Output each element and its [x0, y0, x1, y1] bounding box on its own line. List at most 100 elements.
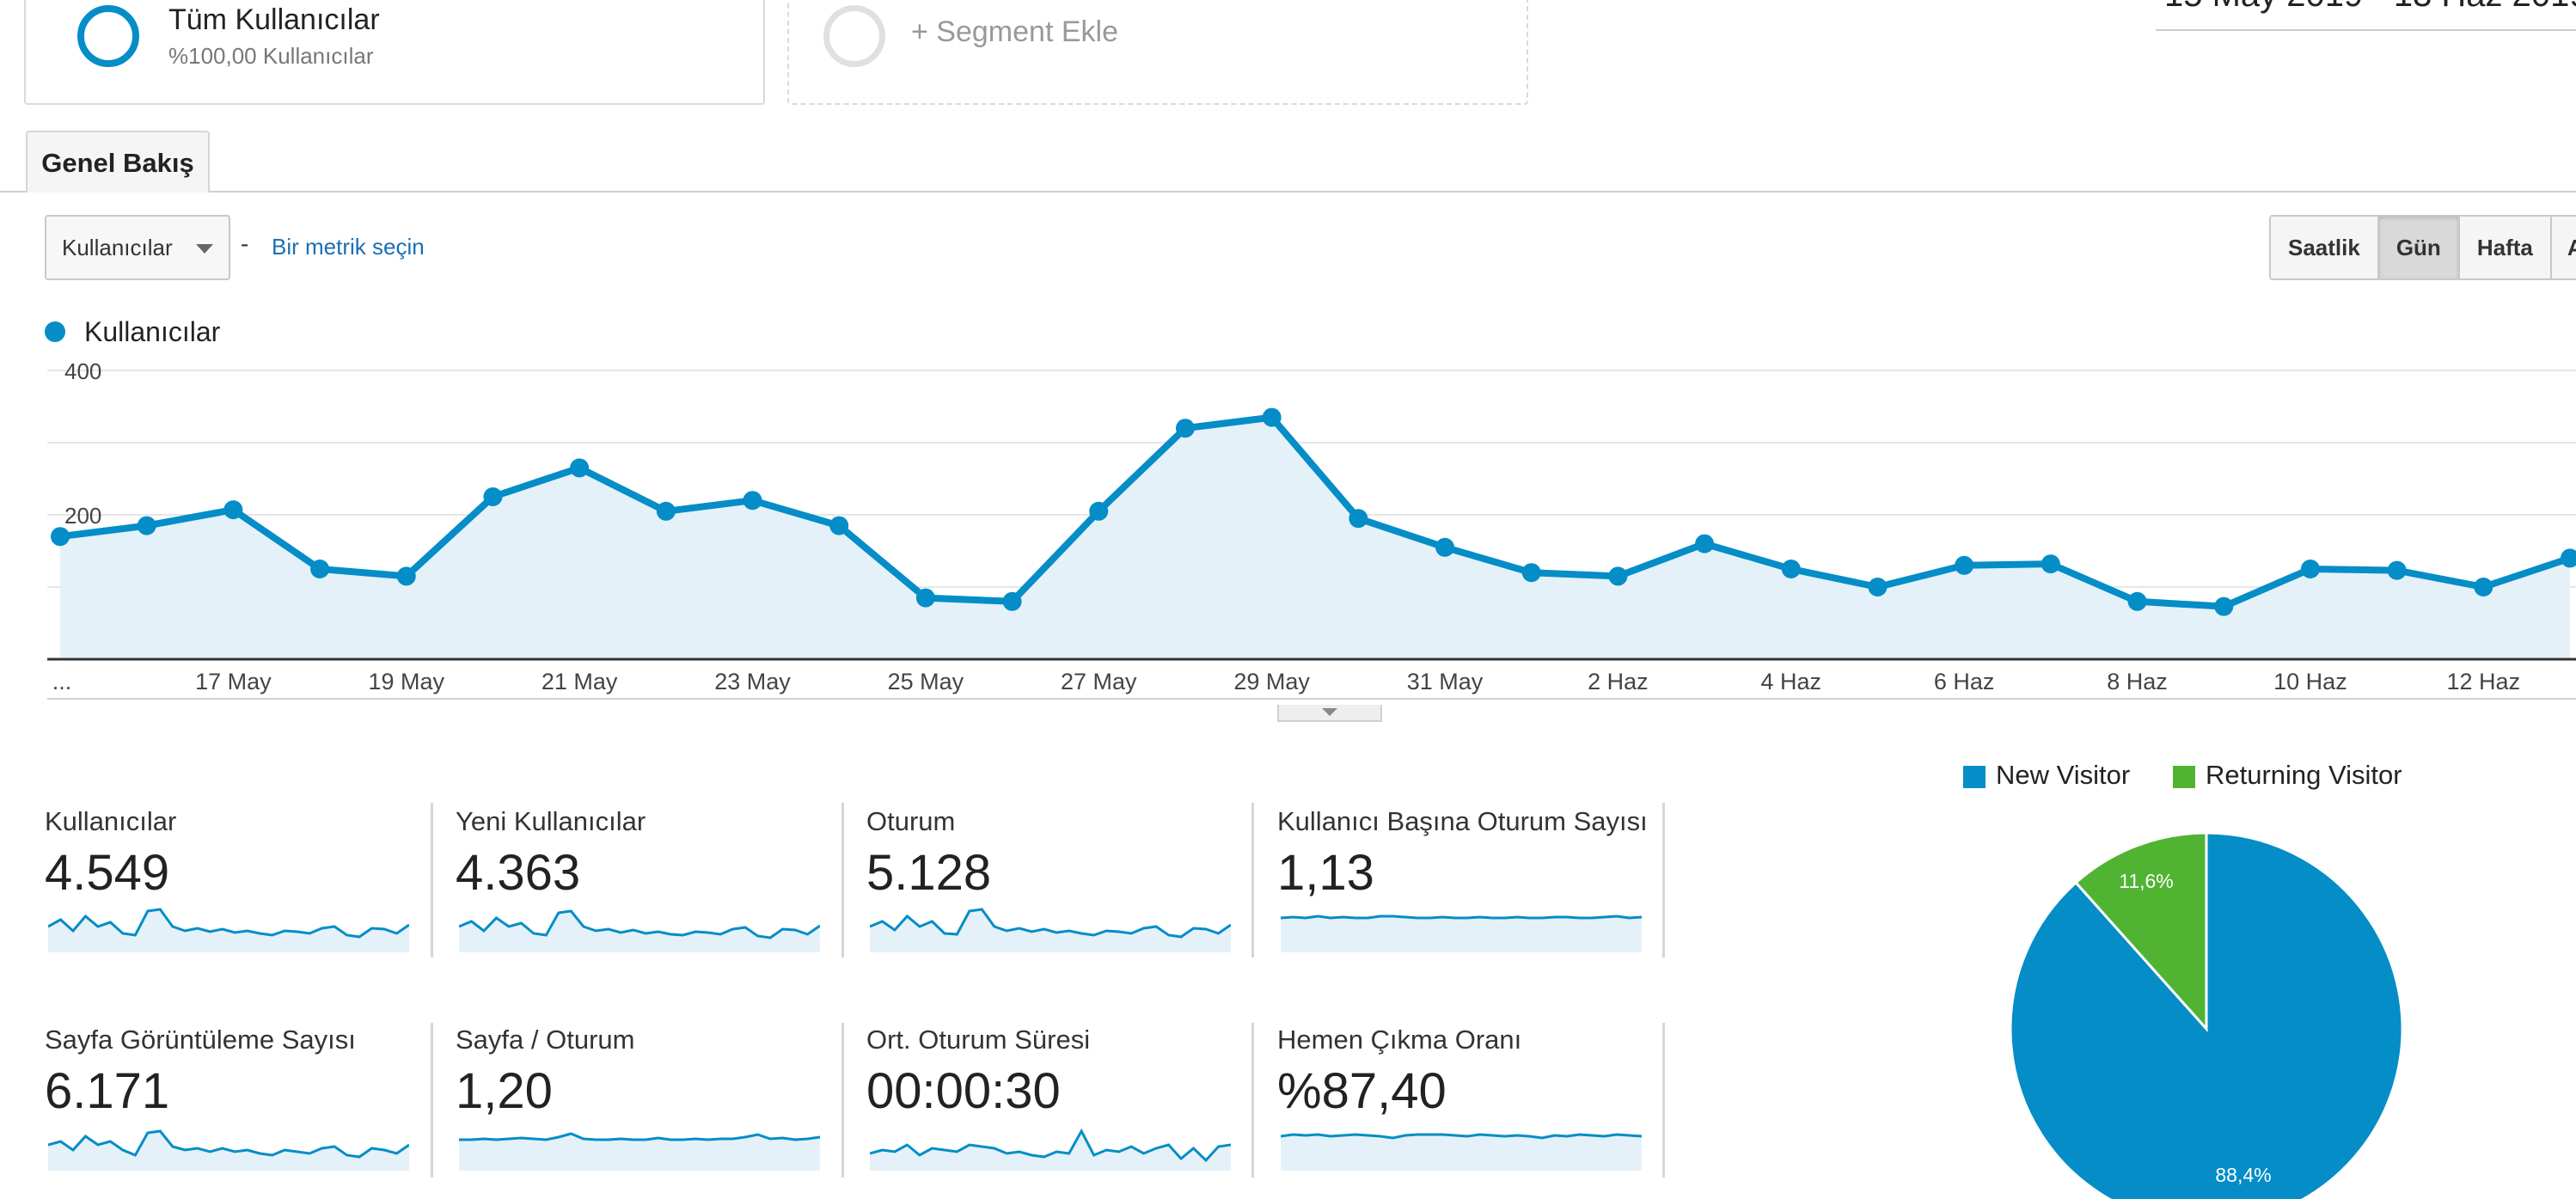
segment-card-all-users[interactable]: Tüm Kullanıcılar %100,00 Kullanıcılar	[24, 0, 765, 105]
data-point[interactable]	[1002, 591, 1022, 611]
metric-value: 00:00:30	[866, 1063, 1061, 1119]
data-point[interactable]	[1868, 578, 1888, 596]
data-point[interactable]	[2127, 591, 2147, 611]
data-point[interactable]	[1175, 419, 1195, 438]
metric-separator-line	[1251, 803, 1254, 957]
tab-bar-divider	[0, 191, 2576, 193]
x-tick-label: 10 Haz	[2273, 669, 2347, 694]
data-point[interactable]	[1435, 537, 1455, 557]
data-point[interactable]	[1781, 560, 1801, 578]
pie-slice-new-visitor[interactable]	[2009, 831, 2404, 1199]
data-point[interactable]	[137, 516, 156, 535]
metric-separator-line	[1662, 803, 1665, 957]
metric-separator-line	[841, 803, 844, 957]
add-segment-label: + Segment Ekle	[911, 15, 1118, 48]
series-area	[60, 417, 2570, 659]
legend-new-visitor-swatch	[1963, 766, 1986, 788]
data-point[interactable]	[2300, 560, 2320, 578]
metric-separator-line	[431, 1023, 433, 1178]
segment-subtitle: %100,00 Kullanıcılar	[168, 43, 374, 69]
data-point[interactable]	[2214, 596, 2234, 616]
data-point[interactable]	[2041, 554, 2060, 574]
data-point[interactable]	[1262, 407, 1282, 427]
data-point[interactable]	[1955, 555, 1974, 575]
choose-metric-link[interactable]: Bir metrik seçin	[272, 234, 425, 260]
metric-card[interactable]: Sayfa Görüntüleme Sayısı 6.171	[45, 1025, 431, 1188]
metric-sparkline	[459, 909, 820, 952]
add-segment-card[interactable]: + Segment Ekle	[787, 0, 1528, 105]
sparkline-area	[1281, 1135, 1642, 1171]
data-point[interactable]	[2474, 578, 2493, 596]
metric-sparkline	[870, 1128, 1231, 1171]
metric-value: 6.171	[45, 1063, 170, 1119]
metric-label: Yeni Kullanıcılar	[456, 806, 646, 836]
date-range[interactable]: 15 May 2019 - 13 Haz 2019	[2156, 0, 2576, 31]
chart-legend-label: Kullanıcılar	[84, 316, 221, 347]
sparkline-area	[1281, 916, 1642, 952]
tab-overview[interactable]: Genel Bakış	[26, 131, 210, 193]
segment-title: Tüm Kullanıcılar	[168, 3, 380, 36]
sparkline-line	[459, 909, 820, 939]
metric-label: Kullanıcılar	[45, 806, 177, 836]
x-tick-label: 23 May	[714, 669, 791, 694]
metric-separator-line	[1662, 1023, 1665, 1178]
legend-returning-visitor-label: Returning Visitor	[2206, 760, 2402, 790]
data-point[interactable]	[1349, 509, 1368, 529]
pie-label-returning-visitor: 11,6%	[2119, 870, 2174, 892]
data-point[interactable]	[2561, 548, 2576, 568]
metric-card[interactable]: Kullanıcılar 4.549	[45, 806, 431, 970]
segment-ring-icon	[77, 5, 139, 67]
x-tick-label: 12 Haz	[2447, 669, 2521, 694]
data-point[interactable]	[51, 527, 70, 547]
metric-card[interactable]: Ort. Oturum Süresi 00:00:30	[866, 1025, 1253, 1188]
legend-new-visitor-label: New Visitor	[1996, 760, 2131, 790]
metric-value: 4.363	[456, 845, 581, 901]
x-tick-label: 31 May	[1407, 669, 1484, 694]
granularity-month-button[interactable]: Ay	[2551, 217, 2576, 278]
metric-select[interactable]: Kullanıcılar	[45, 215, 230, 280]
data-point[interactable]	[1521, 563, 1541, 583]
users-line-chart: 400 200... 17 May 19 May 21 May 23 May 25 May 2…	[47, 361, 2576, 700]
granularity-group: Saatlik Gün Hafta Ay	[2269, 215, 2576, 280]
sparkline-area	[459, 1134, 820, 1171]
metric-card[interactable]: Yeni Kullanıcılar 4.363	[456, 806, 842, 970]
metric-value: 1,13	[1277, 845, 1374, 901]
data-point[interactable]	[1089, 501, 1109, 521]
granularity-day-button[interactable]: Gün	[2378, 217, 2460, 278]
data-point[interactable]	[2387, 560, 2407, 580]
granularity-week-button[interactable]: Hafta	[2459, 217, 2552, 278]
granularity-hourly-button[interactable]: Saatlik	[2271, 217, 2379, 278]
metric-card[interactable]: Oturum 5.128	[866, 806, 1253, 970]
data-point[interactable]	[483, 487, 503, 506]
data-point[interactable]	[310, 560, 330, 578]
sparkline-line	[459, 1132, 820, 1141]
chart-collapse-handle[interactable]	[1277, 705, 1382, 722]
data-point[interactable]	[915, 588, 935, 608]
metric-card[interactable]: Kullanıcı Başına Oturum Sayısı 1,13	[1277, 806, 1664, 970]
metric-select-value: Kullanıcılar	[62, 235, 173, 260]
legend-returning-visitor-swatch	[2173, 766, 2195, 788]
data-point[interactable]	[829, 516, 849, 535]
pie-label-new-visitor: 88,4%	[2215, 1164, 2271, 1186]
metric-card[interactable]: Sayfa / Oturum 1,20	[456, 1025, 842, 1188]
data-point[interactable]	[656, 501, 676, 521]
data-point[interactable]	[743, 491, 762, 511]
chart-legend-dot-icon	[45, 321, 65, 342]
data-point[interactable]	[396, 566, 416, 586]
data-point[interactable]	[1608, 566, 1628, 586]
x-tick-label: 21 May	[542, 669, 618, 694]
metric-label: Hemen Çıkma Oranı	[1277, 1025, 1522, 1055]
sparkline-area	[870, 1131, 1231, 1171]
data-point[interactable]	[223, 500, 243, 520]
x-tick-label: 4 Haz	[1761, 669, 1822, 694]
metric-label: Sayfa Görüntüleme Sayısı	[45, 1025, 356, 1055]
metric-value: 5.128	[866, 845, 992, 901]
sparkline-line	[870, 1128, 1231, 1163]
data-point[interactable]	[570, 458, 590, 478]
metric-card[interactable]: Hemen Çıkma Oranı %87,40	[1277, 1025, 1664, 1188]
sparkline-line	[870, 908, 1231, 939]
pie-slice-returning-visitor[interactable]	[2074, 831, 2208, 1032]
data-point[interactable]	[1695, 534, 1715, 554]
series-line	[59, 413, 2572, 610]
collapse-arrow-icon	[1322, 708, 1337, 716]
